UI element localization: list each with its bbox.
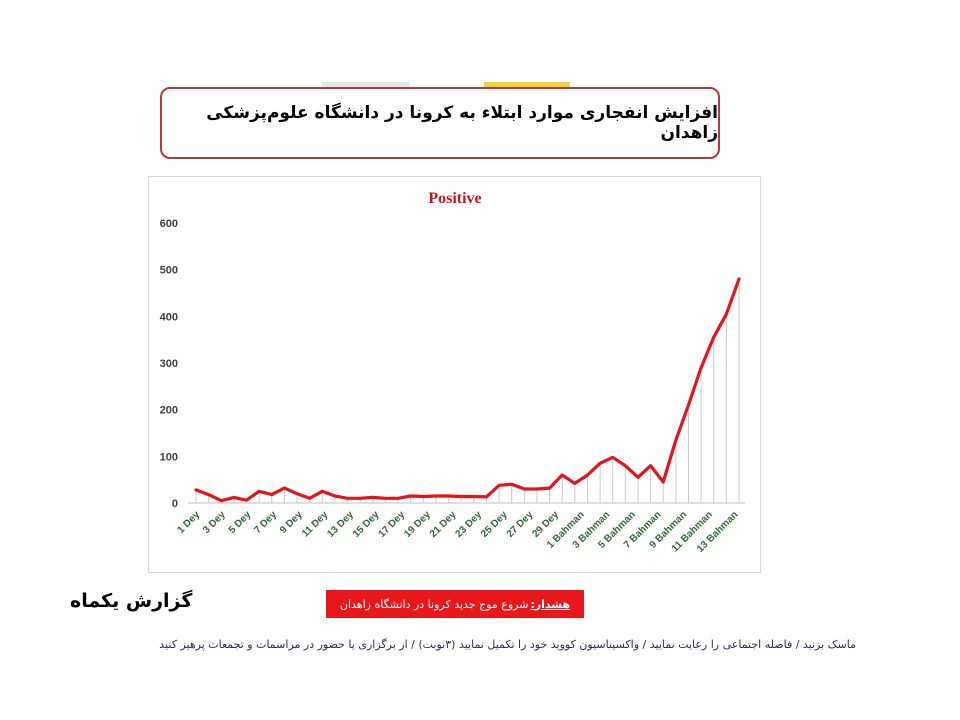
report-label: گزارش یکماه (70, 590, 193, 612)
area-fill (195, 279, 740, 503)
x-tick-label: 25 Dey (479, 509, 510, 540)
x-tick-label: 1 Dey (175, 509, 202, 536)
x-tick-label: 19 Dey (402, 509, 433, 540)
x-tick-label: 27 Dey (505, 509, 536, 540)
chart-frame: Positive 0 100 200 300 400 500 600 1 Dey 3 Dey 5… (148, 176, 761, 573)
y-tick-label: 600 (160, 218, 178, 230)
x-tick-label: 5 Dey (227, 509, 254, 536)
y-tick-label: 300 (160, 358, 178, 370)
warning-label: هشدار: (530, 597, 571, 611)
y-tick-label: 0 (172, 498, 178, 510)
decor-strip-gray (322, 82, 410, 87)
chart-title: Positive (428, 190, 481, 207)
x-tick-label: 15 Dey (351, 509, 382, 540)
y-axis: 0 100 200 300 400 500 600 (160, 218, 178, 510)
x-tick-label: 21 Dey (428, 509, 459, 540)
y-tick-label: 500 (160, 265, 178, 277)
warning-text: شروع موج جدید کرونا در دانشگاه زاهدان (339, 597, 529, 611)
x-tick-label: 7 Dey (252, 509, 279, 536)
warning-banner: هشدار: شروع موج جدید کرونا در دانشگاه زا… (326, 590, 584, 618)
decor-strip-yellow (484, 82, 570, 87)
y-tick-label: 200 (160, 405, 178, 417)
title-box: افزایش انفجاری موارد ابتلاء به کرونا در … (160, 87, 720, 159)
x-tick-label: 23 Dey (454, 509, 485, 540)
series-line-positive (194, 277, 741, 503)
y-tick-label: 100 (160, 451, 178, 463)
x-tick-label: 13 Dey (325, 509, 356, 540)
x-tick-label: 17 Dey (377, 509, 408, 540)
series-line-group (194, 277, 741, 503)
page-title: افزایش انفجاری موارد ابتلاء به کرونا در … (206, 103, 718, 143)
x-tick-label: 11 Dey (300, 509, 330, 539)
x-tick-label: 3 Dey (201, 509, 228, 536)
y-tick-label: 400 (160, 311, 178, 323)
health-advice: ماسک بزنید / فاصله اجتماعی را رعایت نمای… (159, 638, 856, 651)
